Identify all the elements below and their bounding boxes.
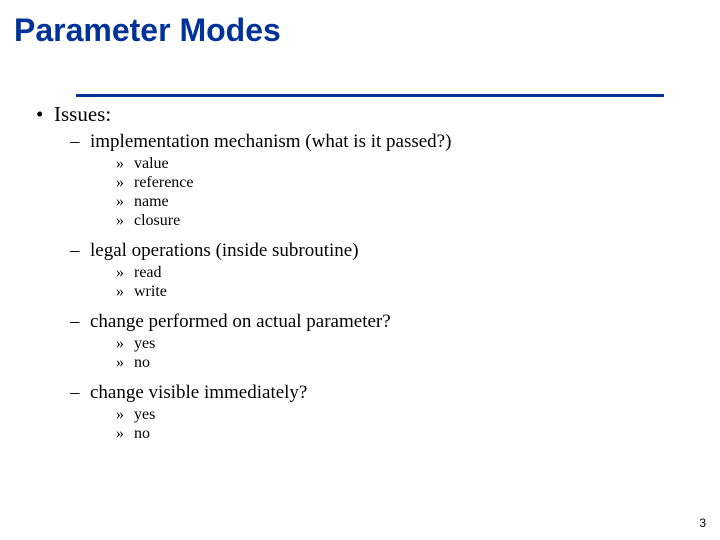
list-item: no — [134, 354, 696, 372]
list-item: write — [134, 283, 696, 301]
subbullet-legal: legal operations (inside subroutine) — [90, 240, 696, 262]
slide: { "title": "Parameter Modes", "colors": … — [0, 0, 720, 540]
list-item: yes — [134, 406, 696, 424]
list-item: name — [134, 193, 696, 211]
impl-items: value reference name closure — [134, 155, 696, 230]
subbullet-change-actual: change performed on actual parameter? — [90, 311, 696, 333]
bullet-issues: Issues: — [54, 102, 696, 127]
change-visible-items: yes no — [134, 406, 696, 443]
list-item: value — [134, 155, 696, 173]
list-item: reference — [134, 174, 696, 192]
list-item: read — [134, 264, 696, 282]
list-item: closure — [134, 212, 696, 230]
title-underline — [76, 94, 664, 97]
slide-title: Parameter Modes — [0, 0, 720, 49]
subbullet-impl: implementation mechanism (what is it pas… — [90, 131, 696, 153]
subbullet-change-visible: change visible immediately? — [90, 382, 696, 404]
list-item: no — [134, 425, 696, 443]
page-number: 3 — [699, 516, 706, 530]
change-actual-items: yes no — [134, 335, 696, 372]
legal-items: read write — [134, 264, 696, 301]
list-item: yes — [134, 335, 696, 353]
slide-body: Issues: implementation mechanism (what i… — [24, 100, 696, 453]
